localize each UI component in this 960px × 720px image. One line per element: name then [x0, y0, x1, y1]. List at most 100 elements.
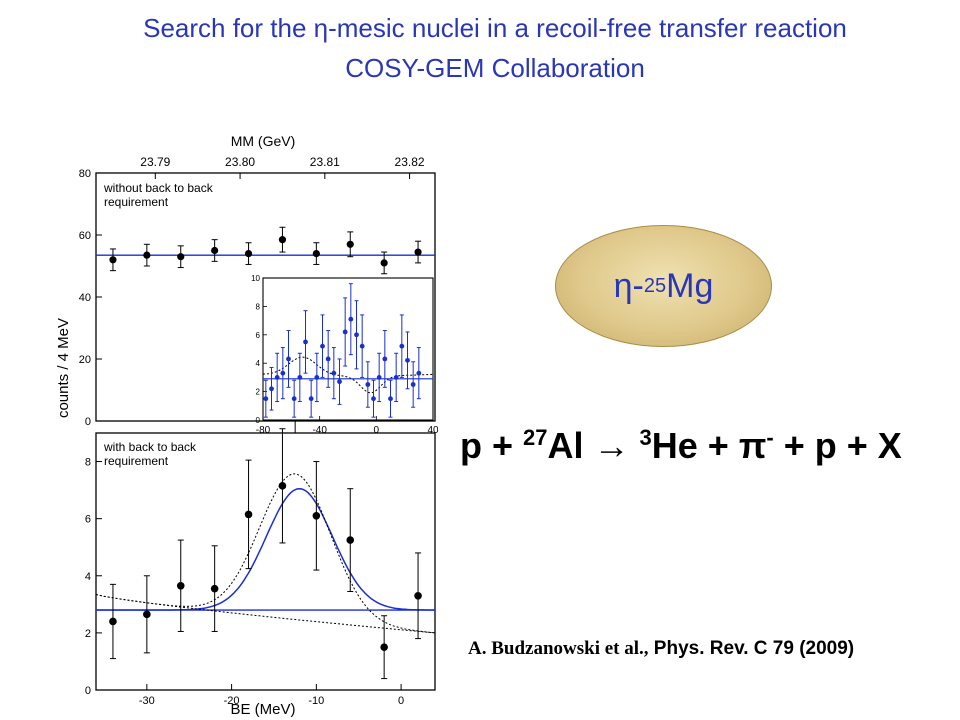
top-data-point	[346, 240, 354, 248]
y-tick-label: 20	[79, 354, 91, 366]
y-tick-label: 60	[79, 230, 91, 242]
bottom-dotted-peak	[95, 473, 436, 634]
x-axis-title: BE (MeV)	[230, 701, 295, 718]
inset-data-point	[382, 356, 388, 362]
top-data-point	[278, 236, 287, 244]
top-panel-note: without back to back requirement	[103, 181, 214, 209]
inset-data-point	[348, 316, 354, 322]
bottom-data-point	[109, 617, 117, 626]
y-tick-label: 6	[85, 514, 91, 526]
inset-data-point	[399, 343, 405, 349]
y-tick-label: 2	[85, 628, 91, 640]
inset-data-point	[291, 396, 297, 402]
inset-data-point	[320, 343, 325, 349]
top-tick-label: 23.82	[395, 155, 425, 169]
inset-data-point	[359, 343, 365, 349]
inset-x-tick-label: 0	[374, 425, 380, 436]
top-data-point	[312, 250, 320, 258]
inset-y-tick-label: 10	[251, 274, 260, 283]
top-data-point	[414, 248, 422, 256]
top-tick-label: 23.79	[140, 155, 170, 169]
y-tick-label: 40	[79, 292, 91, 304]
inset-data-point	[331, 370, 337, 376]
inset-data-point	[303, 339, 308, 345]
pion-charge: -	[766, 425, 774, 450]
oval-prefix: η-	[613, 266, 644, 305]
bottom-data-point	[346, 536, 355, 544]
reference-journal: Phys. Rev. C 79 (2009)	[648, 638, 855, 659]
top-panel-series: 0 20 40 60 80 23.79 23.80 23.81 23.82	[79, 155, 435, 428]
inset-data-point	[274, 375, 280, 380]
y-tick-label: 4	[85, 571, 91, 583]
y-axis-title: counts / 4 MeV	[55, 318, 72, 418]
inset-data-point	[410, 382, 416, 387]
al-mass-number: 27	[523, 425, 548, 450]
inset-y-tick-label: 2	[256, 388, 261, 397]
bottom-data-point	[278, 482, 287, 490]
y-tick-label: 0	[85, 416, 91, 428]
inset-data-point	[365, 382, 371, 387]
inset-x-tick-label: 40	[427, 425, 438, 436]
reference-citation: A. Budzanowski et al., Phys. Rev. C 79 (…	[468, 638, 854, 660]
inset-data-point	[263, 396, 269, 402]
inset-data-point	[416, 370, 422, 376]
bottom-data-point	[312, 512, 321, 520]
bottom-data-point	[380, 643, 388, 651]
inset-data-point	[393, 375, 399, 380]
inset-data-point	[376, 375, 382, 380]
inset-data-point	[388, 396, 393, 402]
slide-title: Search for the η-mesic nuclei in a recoi…	[143, 13, 847, 43]
inset-y-tick-label: 8	[256, 302, 261, 311]
collaboration-name: COSY-GEM Collaboration	[345, 53, 645, 83]
top-data-point	[244, 250, 253, 258]
bottom-panel-series: 0 2 4 6 8 -30 -20 -10 0	[85, 421, 436, 707]
inset-data-point	[405, 357, 410, 363]
inset-data-point	[269, 386, 274, 392]
top-data-point	[211, 246, 219, 255]
reaction-part-1: p +	[460, 425, 524, 466]
top-axis-title: MM (GeV)	[231, 133, 296, 149]
bottom-data-point	[210, 584, 219, 593]
be-spectrum-chart: MM (GeV) counts / 4 MeV BE (MeV) without…	[55, 133, 438, 718]
inset-data-point	[297, 375, 303, 380]
top-data-point	[143, 251, 151, 259]
oval-element: Mg	[666, 266, 714, 305]
bottom-panel-note: with back to back requirement	[103, 440, 197, 468]
inset-x-tick-label: -80	[256, 425, 271, 436]
x-tick-label: -10	[308, 695, 324, 707]
inset-data-point	[308, 396, 314, 402]
top-tick-label: 23.81	[310, 155, 340, 169]
y-tick-label: 8	[85, 457, 91, 469]
inset-data-point	[354, 332, 359, 338]
inset-y-tick-label: 6	[256, 331, 261, 340]
eta-mesic-nucleus-label: η- 25 Mg	[555, 225, 772, 347]
reaction-part-3: He + π	[651, 425, 767, 466]
inset-data-point	[280, 370, 286, 376]
x-tick-label: -30	[139, 695, 155, 707]
bottom-data-point	[414, 591, 422, 600]
inset-data-point	[371, 396, 376, 402]
he-mass-number: 3	[639, 425, 652, 450]
top-data-point	[380, 259, 388, 267]
x-tick-label: -20	[224, 695, 240, 707]
bottom-data-point	[176, 581, 185, 590]
reaction-part-2: Al →	[547, 425, 640, 466]
inset-x-tick-label: -40	[312, 425, 327, 436]
oval-mass: 25	[643, 274, 667, 297]
top-data-point	[177, 253, 185, 261]
bottom-panel-frame	[95, 432, 436, 691]
bottom-data-point	[244, 510, 253, 519]
inset-data-point	[286, 356, 291, 362]
y-tick-label: 0	[85, 685, 91, 697]
inset-data-point	[342, 329, 348, 335]
top-tick-label: 23.80	[225, 155, 255, 169]
bottom-data-point	[143, 610, 151, 619]
y-tick-label: 80	[79, 168, 91, 180]
inset-panel-series: 0 2 4 6 8 10 -80 -40 0 40	[251, 274, 438, 436]
bottom-gaussian-fit	[96, 487, 435, 611]
inset-data-point	[337, 379, 342, 385]
inset-data-point	[325, 356, 331, 362]
inset-frame	[262, 277, 434, 421]
inset-data-point	[314, 375, 320, 380]
reaction-equation: p + 27Al → 3He + π- + p + X	[460, 425, 902, 467]
